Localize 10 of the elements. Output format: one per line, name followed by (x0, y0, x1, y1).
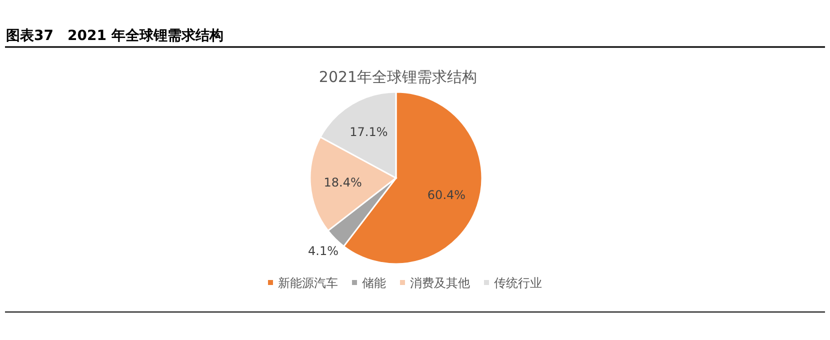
text: 图表37 2021 年全球锂需求结构 (6, 28, 224, 44)
legend-label: 储能 (362, 276, 386, 290)
data-label: 17.1% (350, 125, 388, 140)
legend-label: 新能源汽车 (278, 276, 338, 290)
data-label: 18.4% (324, 175, 362, 190)
chart-subtitle: 2021年全球锂需求结构 (318, 68, 478, 86)
data-label: 60.4% (427, 188, 466, 202)
legend-label: 消费及其他 (410, 276, 470, 290)
data-label: 4.1% (308, 244, 339, 258)
legend-label: 传统行业 (494, 276, 542, 290)
